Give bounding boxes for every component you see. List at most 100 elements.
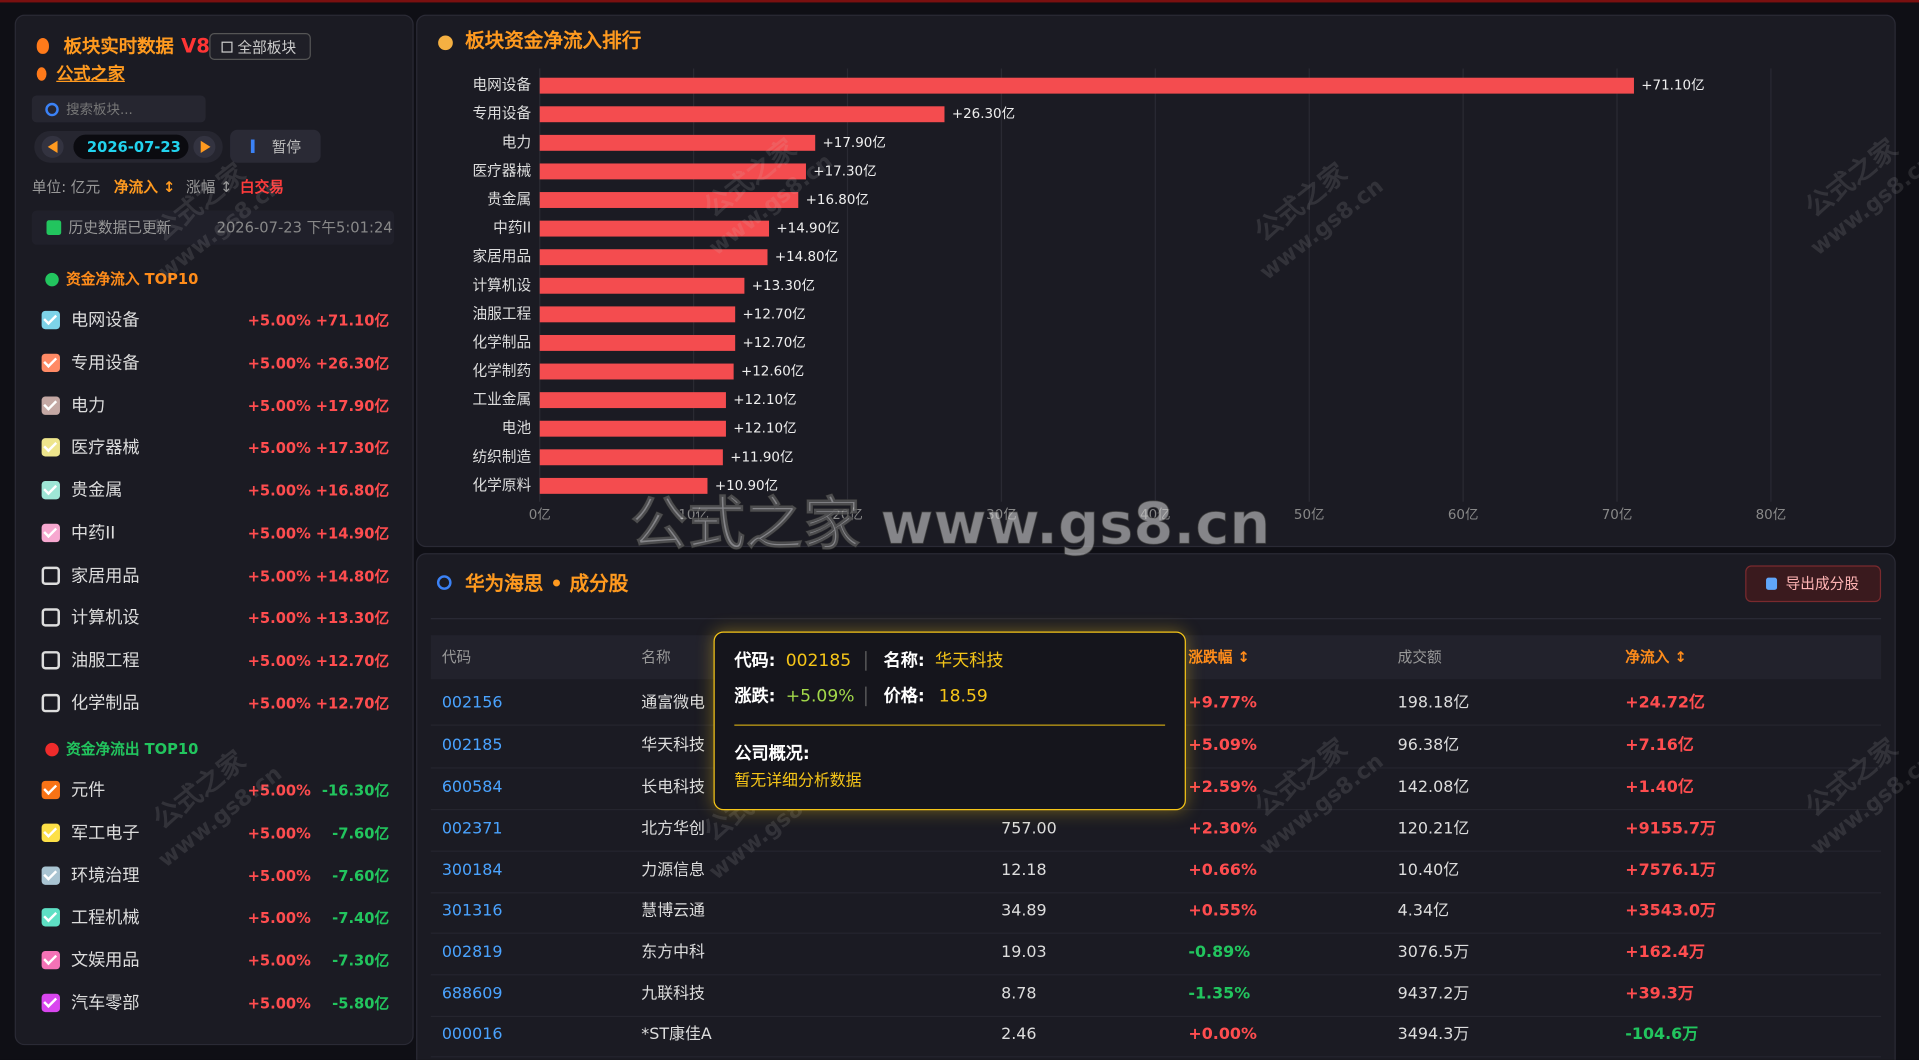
chart-title: 板块资金净流入排行 <box>465 29 642 52</box>
tooltip-label: 名称: <box>883 651 925 671</box>
value-label: +12.10亿 <box>733 392 796 408</box>
sector-name: 贵金属 <box>70 480 123 501</box>
checkbox[interactable] <box>41 908 60 927</box>
value-label: +12.10亿 <box>733 421 796 437</box>
value-label: +16.80亿 <box>806 192 869 208</box>
subtitle[interactable]: 公式之家 <box>56 64 125 85</box>
sector-change: +5.00% <box>247 439 311 457</box>
mode[interactable]: 白交易 <box>239 178 284 196</box>
left-panel <box>14 14 414 1046</box>
sector-flow: -7.60亿 <box>332 824 390 842</box>
checkbox[interactable] <box>41 480 60 500</box>
sort-flow[interactable]: 净流入 ↕ <box>113 178 176 196</box>
checkbox[interactable] <box>41 608 60 627</box>
name: 北方华创 <box>641 819 705 839</box>
value-label: +17.90亿 <box>823 135 886 151</box>
sector-change: +5.00% <box>247 609 311 627</box>
net-flow: -104.6万 <box>1625 1025 1699 1044</box>
checkbox[interactable] <box>41 523 60 542</box>
sector-name: 油服工程 <box>70 651 140 671</box>
check-mark <box>43 908 58 923</box>
y-tick-label: 电力 <box>502 134 531 151</box>
row-divider <box>430 932 1882 934</box>
tooltip-label: 代码: <box>734 651 776 671</box>
outflow-dot <box>45 742 59 757</box>
sector-flow: -7.60亿 <box>332 867 390 885</box>
checkbox[interactable] <box>41 651 60 670</box>
row-divider <box>430 892 1882 894</box>
check-mark <box>43 823 58 838</box>
sector-change: +5.00% <box>247 652 311 670</box>
check-mark <box>43 781 58 796</box>
next-arrow <box>200 140 211 153</box>
y-tick-label: 纺织制造 <box>472 448 531 465</box>
checkbox[interactable] <box>41 950 60 970</box>
sector-flow: +17.30亿 <box>315 439 390 457</box>
checkbox[interactable] <box>41 780 60 800</box>
code[interactable]: 002156 <box>441 693 503 713</box>
sector-flow: +71.10亿 <box>315 312 390 330</box>
price: 12.18 <box>1001 861 1047 880</box>
sector-flow: -5.80亿 <box>332 994 390 1012</box>
checkbox[interactable] <box>41 993 60 1012</box>
checkbox[interactable] <box>41 395 60 415</box>
sector-name: 家居用品 <box>70 566 140 586</box>
code[interactable]: 000016 <box>441 1025 503 1044</box>
name: 长电科技 <box>641 778 705 797</box>
sector-name: 工程机械 <box>70 908 140 928</box>
change: +2.59% <box>1188 778 1257 797</box>
outflow-title: 资金净流出 TOP10 <box>66 740 199 758</box>
code[interactable]: 600584 <box>441 778 503 797</box>
row-divider <box>430 974 1882 976</box>
sector-name: 化学制品 <box>70 693 140 714</box>
sector-flow: +26.30亿 <box>315 354 390 372</box>
amount: 96.38亿 <box>1397 736 1460 756</box>
value-label: +12.60亿 <box>741 364 804 380</box>
code[interactable]: 688609 <box>441 985 503 1004</box>
code[interactable]: 002185 <box>441 736 503 756</box>
checkbox[interactable] <box>41 566 60 585</box>
sector-change: +5.00% <box>247 994 311 1012</box>
row-divider <box>430 850 1882 852</box>
pause-button[interactable] <box>230 129 321 163</box>
change: +5.09% <box>1188 736 1257 756</box>
change: +0.55% <box>1188 901 1257 921</box>
column-header[interactable]: 涨跌幅 ↕ <box>1188 648 1250 666</box>
checkbox[interactable] <box>41 438 60 457</box>
value-label: +71.10亿 <box>1641 78 1704 94</box>
tooltip-value: 华天科技 <box>935 651 1004 671</box>
export-icon <box>1766 577 1778 590</box>
name: *ST康佳A <box>641 1025 712 1044</box>
x-tick-label: 70亿 <box>1602 507 1633 523</box>
checkbox[interactable] <box>41 353 60 372</box>
all-button[interactable] <box>209 33 311 60</box>
checkbox[interactable] <box>41 310 60 330</box>
checkbox[interactable] <box>41 823 60 842</box>
bar <box>539 477 708 494</box>
sector-flow: +12.70亿 <box>315 694 390 712</box>
checkbox[interactable] <box>41 865 60 885</box>
code[interactable]: 002371 <box>441 819 503 839</box>
sector-flow: +13.30亿 <box>315 609 390 627</box>
y-tick-label: 贵金属 <box>487 191 531 208</box>
table-icon <box>436 575 452 590</box>
x-tick-label: 0亿 <box>529 507 551 523</box>
code[interactable]: 300184 <box>441 861 503 880</box>
change: +9.77% <box>1188 693 1257 713</box>
checkbox[interactable] <box>41 693 60 712</box>
code[interactable]: 301316 <box>441 901 503 921</box>
name: 慧博云通 <box>641 901 705 921</box>
search-icon <box>45 102 59 117</box>
tooltip-label: 涨跌: <box>734 686 776 707</box>
code[interactable]: 002819 <box>441 943 503 962</box>
sort-change[interactable]: 涨幅 ↕ <box>186 178 233 196</box>
value-label: +12.70亿 <box>743 335 806 351</box>
history-checkbox[interactable] <box>46 220 62 235</box>
column-header[interactable]: 净流入 ↕ <box>1625 648 1687 666</box>
column-header: 名称 <box>641 648 671 666</box>
inflow-dot <box>45 272 59 287</box>
amount: 4.34亿 <box>1397 901 1449 921</box>
value-label: +26.30亿 <box>952 106 1015 122</box>
search-box[interactable] <box>31 95 206 123</box>
